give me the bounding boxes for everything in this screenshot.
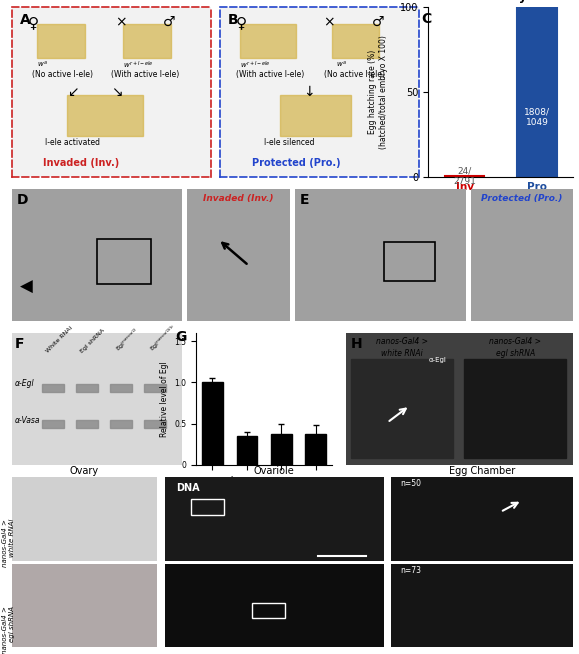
Text: I-ele activated: I-ele activated (46, 138, 101, 147)
Title: Ovariole: Ovariole (254, 466, 295, 476)
Text: ◀: ◀ (20, 278, 33, 296)
Y-axis label: Egg hatching rate (%)
(hatched/total embryo X 100): Egg hatching rate (%) (hatched/total emb… (368, 35, 388, 148)
Bar (76, 385, 98, 392)
Text: D: D (17, 193, 28, 207)
Bar (144, 420, 166, 428)
Text: ♀: ♀ (236, 15, 247, 30)
Text: F: F (15, 337, 24, 351)
Text: ♀: ♀ (28, 15, 39, 30)
Text: I-ele silenced: I-ele silenced (264, 138, 314, 147)
Bar (42, 385, 64, 392)
Bar (351, 360, 453, 458)
Text: Egl$^{nanos/G}$: Egl$^{nanos/G}$ (113, 326, 142, 354)
Text: nanos-Gal4 >: nanos-Gal4 > (489, 337, 541, 346)
Bar (464, 360, 566, 458)
Text: Fertility: Fertility (473, 0, 528, 3)
Text: ↙: ↙ (67, 85, 79, 99)
Bar (38, 24, 85, 58)
Text: DNA: DNA (175, 483, 199, 492)
Text: Egl$^{nanos/G/b}$: Egl$^{nanos/G/b}$ (148, 323, 179, 354)
Bar (252, 603, 285, 618)
Bar (67, 95, 143, 136)
Text: Invaded (Inv.): Invaded (Inv.) (43, 158, 120, 168)
Text: $w^{r+I-ele}$: $w^{r+I-ele}$ (123, 60, 154, 71)
Bar (123, 24, 171, 58)
Text: E: E (301, 193, 310, 207)
Text: White RNAi: White RNAi (46, 326, 74, 354)
Text: white RNAi: white RNAi (381, 349, 423, 358)
Y-axis label: nanos-Gal4 >
white RNAi: nanos-Gal4 > white RNAi (2, 519, 15, 566)
Text: ×: × (115, 15, 127, 29)
Text: ♂: ♂ (371, 15, 384, 29)
Text: 24/
2791: 24/ 2791 (453, 167, 476, 186)
Text: ♂: ♂ (163, 15, 175, 29)
Text: (No active I-ele): (No active I-ele) (31, 69, 93, 78)
Bar (191, 500, 224, 515)
Text: H: H (351, 337, 362, 351)
Text: ×: × (324, 15, 335, 29)
Text: ↘: ↘ (111, 85, 123, 99)
Bar (144, 385, 166, 392)
Text: 1808/
1049: 1808/ 1049 (524, 108, 550, 127)
Bar (445, 176, 485, 177)
Title: Egg Chamber: Egg Chamber (449, 466, 515, 476)
Bar (517, 7, 557, 177)
Text: α-Vasa: α-Vasa (15, 416, 41, 425)
Bar (97, 239, 151, 284)
Y-axis label: nanos-Gal4 >
egl shRNA: nanos-Gal4 > egl shRNA (2, 606, 15, 653)
Text: (With active I-ele): (With active I-ele) (236, 69, 304, 78)
Title: Ovary: Ovary (70, 466, 99, 476)
Bar (384, 242, 435, 281)
Text: α-Egl: α-Egl (15, 379, 35, 388)
Text: B: B (228, 13, 239, 27)
Text: n=73: n=73 (400, 566, 421, 576)
Text: Egl shRNA: Egl shRNA (80, 328, 106, 354)
Text: G: G (175, 330, 187, 345)
Bar (332, 24, 379, 58)
Text: Protected (Pro.): Protected (Pro.) (252, 158, 340, 168)
Text: (With active I-ele): (With active I-ele) (111, 69, 179, 78)
Text: (No active I-ele): (No active I-ele) (324, 69, 384, 78)
Bar (110, 385, 133, 392)
Text: ↓: ↓ (303, 85, 315, 99)
Bar (305, 434, 326, 465)
Text: $w^{r+I-ele}$: $w^{r+I-ele}$ (240, 60, 270, 71)
Text: nanos-Gal4 >: nanos-Gal4 > (376, 337, 428, 346)
Text: A: A (20, 13, 30, 27)
Text: n=50: n=50 (400, 479, 421, 489)
Bar (271, 434, 292, 465)
Text: Invaded (Inv.): Invaded (Inv.) (203, 194, 274, 203)
Text: $w^a$: $w^a$ (38, 60, 48, 69)
Text: egl shRNA: egl shRNA (496, 349, 535, 358)
Bar (110, 420, 133, 428)
Bar (202, 383, 223, 465)
Text: $w^a$: $w^a$ (335, 60, 346, 69)
Bar (76, 420, 98, 428)
Y-axis label: Relative level of Egl: Relative level of Egl (160, 361, 168, 437)
Bar (280, 95, 351, 136)
Text: α-Egl: α-Egl (428, 357, 446, 363)
Bar (240, 24, 296, 58)
Bar (42, 420, 64, 428)
Text: C: C (421, 12, 431, 26)
Bar (237, 436, 257, 465)
Text: Protected (Pro.): Protected (Pro.) (481, 194, 563, 203)
